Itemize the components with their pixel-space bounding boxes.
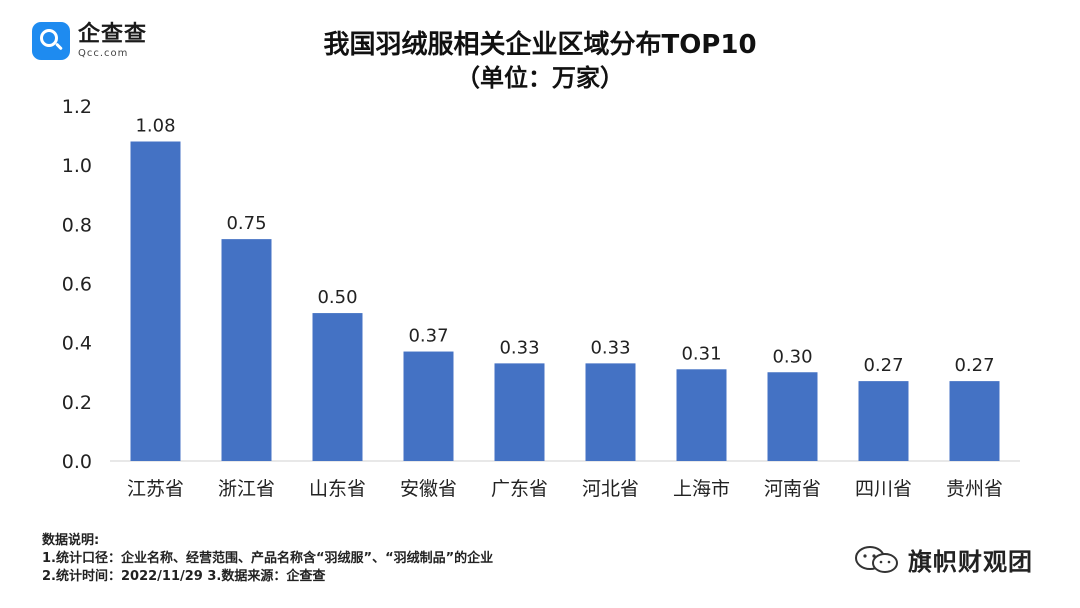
x-tick-label: 贵州省	[946, 478, 1003, 500]
bar	[130, 141, 181, 461]
data-label: 0.50	[317, 287, 357, 308]
logo-domain: Qcc.com	[78, 47, 129, 59]
notes-line-1: 1.统计口径：企业名称、经营范围、产品名称含“羽绒服”、“羽绒制品”的企业	[42, 551, 494, 566]
notes-heading: 数据说明:	[42, 533, 100, 548]
bar	[494, 363, 545, 461]
x-tick-label: 广东省	[491, 478, 548, 500]
x-tick-label: 河北省	[582, 478, 639, 500]
data-notes: 数据说明: 1.统计口径：企业名称、经营范围、产品名称含“羽绒服”、“羽绒制品”…	[42, 532, 493, 586]
bar	[767, 372, 818, 461]
data-label: 0.75	[226, 213, 266, 234]
bar	[403, 351, 454, 461]
y-tick-label: 0.6	[62, 274, 92, 296]
x-tick-label: 河南省	[764, 478, 821, 500]
qcc-logo: 企查查 Qcc.com	[32, 22, 147, 60]
x-tick-label: 山东省	[309, 478, 366, 500]
y-tick-label: 0.2	[62, 392, 92, 414]
search-logo-icon	[32, 22, 70, 60]
data-label: 0.33	[590, 337, 630, 358]
y-tick-label: 0.0	[62, 451, 92, 473]
data-label: 0.37	[408, 326, 448, 347]
y-tick-label: 0.4	[62, 333, 92, 355]
data-label: 0.33	[499, 337, 539, 358]
chart-subtitle: （单位：万家）	[456, 64, 624, 92]
data-label: 0.27	[863, 355, 903, 376]
bar	[676, 369, 727, 461]
data-label: 0.27	[954, 355, 994, 376]
data-label: 0.30	[772, 346, 812, 367]
x-tick-label: 江苏省	[127, 478, 184, 500]
y-tick-label: 0.8	[62, 214, 92, 236]
chart-title: 我国羽绒服相关企业区域分布TOP10	[323, 30, 757, 60]
y-tick-label: 1.2	[62, 96, 92, 118]
bar	[221, 239, 272, 461]
bar	[585, 363, 636, 461]
bar	[949, 381, 1000, 461]
x-tick-label: 浙江省	[218, 478, 275, 500]
x-tick-label: 上海市	[673, 478, 730, 500]
data-label: 1.08	[135, 116, 175, 137]
x-tick-label: 安徽省	[400, 478, 457, 500]
bar	[312, 313, 363, 461]
y-tick-label: 1.0	[62, 155, 92, 177]
notes-line-2: 2.统计时间：2022/11/29 3.数据来源：企查查	[42, 569, 326, 584]
wechat-icon	[855, 545, 898, 573]
x-tick-label: 四川省	[855, 478, 912, 500]
data-label: 0.31	[681, 343, 721, 364]
logo-name: 企查查	[78, 21, 148, 47]
bar	[858, 381, 909, 461]
watermark: 旗帜财观团	[852, 542, 1033, 577]
watermark-text: 旗帜财观团	[908, 548, 1033, 576]
